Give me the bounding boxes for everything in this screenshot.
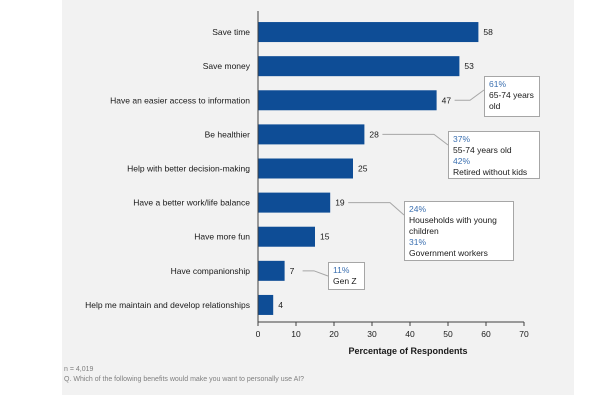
category-label: Save time	[212, 27, 250, 37]
value-label: 25	[358, 164, 368, 174]
x-tick-label: 40	[405, 329, 415, 339]
callout-text: Households with young children	[409, 215, 497, 236]
callout-text: 65-74 years old	[489, 90, 534, 111]
value-label: 7	[290, 266, 295, 276]
callout-leader-line	[348, 202, 405, 216]
question-note: Q. Which of the following benefits would…	[64, 376, 305, 383]
x-tick-label: 10	[291, 329, 301, 339]
value-label: 47	[442, 95, 452, 105]
category-label: Help me maintain and develop relationshi…	[85, 300, 250, 310]
bar	[258, 124, 365, 145]
x-tick-label: 70	[519, 329, 529, 339]
category-label: Have companionship	[171, 266, 251, 276]
bar	[258, 226, 315, 247]
callout-pct: 31%	[409, 237, 427, 247]
category-label: Save money	[203, 61, 251, 71]
x-tick-label: 60	[481, 329, 491, 339]
callout-be-healthier: 37% 55-74 years old 42% Retired without …	[448, 131, 540, 179]
callout-pct: 24%	[409, 204, 427, 214]
category-label: Help with better decision-making	[127, 164, 250, 174]
callout-text: Retired without kids	[453, 167, 528, 177]
callout-text: Government workers	[409, 248, 488, 258]
callout-leader-line	[454, 89, 485, 101]
category-label: Have an easier access to information	[110, 95, 250, 105]
value-label: 15	[320, 232, 330, 242]
x-tick-label: 50	[443, 329, 453, 339]
value-label: 19	[335, 198, 345, 208]
value-label: 4	[278, 300, 283, 310]
callout-pct: 11%	[333, 265, 350, 275]
x-tick-label: 20	[329, 329, 339, 339]
value-label: 58	[483, 27, 493, 37]
value-label: 28	[369, 129, 379, 139]
bar	[258, 22, 479, 43]
category-label: Have more fun	[194, 232, 250, 242]
callout-easier-access: 61% 65-74 years old	[484, 76, 540, 117]
bars-group	[258, 22, 479, 315]
bar	[258, 90, 437, 111]
callout-leader-line	[382, 133, 449, 146]
callout-leader-line	[302, 270, 329, 277]
x-axis-title: Percentage of Respondents	[348, 346, 467, 356]
category-labels: Save time Save money Have an easier access…	[85, 27, 251, 310]
x-tick-label: 30	[367, 329, 377, 339]
callout-work-life: 24% Households with young children 31% G…	[404, 201, 514, 261]
callout-text: 55-74 years old	[453, 145, 512, 155]
value-label: 53	[464, 61, 474, 71]
callout-leaders	[302, 89, 485, 277]
bar	[258, 260, 285, 281]
callout-companionship: 11% Gen Z	[328, 262, 365, 290]
sample-size-note: n = 4,019	[64, 366, 94, 373]
bar	[258, 56, 460, 77]
x-tick-label: 0	[256, 329, 261, 339]
callout-pct: 42%	[453, 156, 471, 166]
bar	[258, 192, 331, 213]
category-label: Be healthier	[205, 129, 251, 139]
category-label: Have a better work/life balance	[133, 198, 250, 208]
callout-text: Gen Z	[333, 276, 357, 286]
value-labels: 58 53 47 28 25 19 15 7 4	[278, 27, 493, 310]
bar	[258, 158, 353, 179]
callout-pct: 61%	[489, 79, 507, 89]
callout-pct: 37%	[453, 134, 471, 144]
bar	[258, 294, 274, 315]
x-axis: 0 10 20 30 40 50 60 70	[256, 11, 529, 339]
